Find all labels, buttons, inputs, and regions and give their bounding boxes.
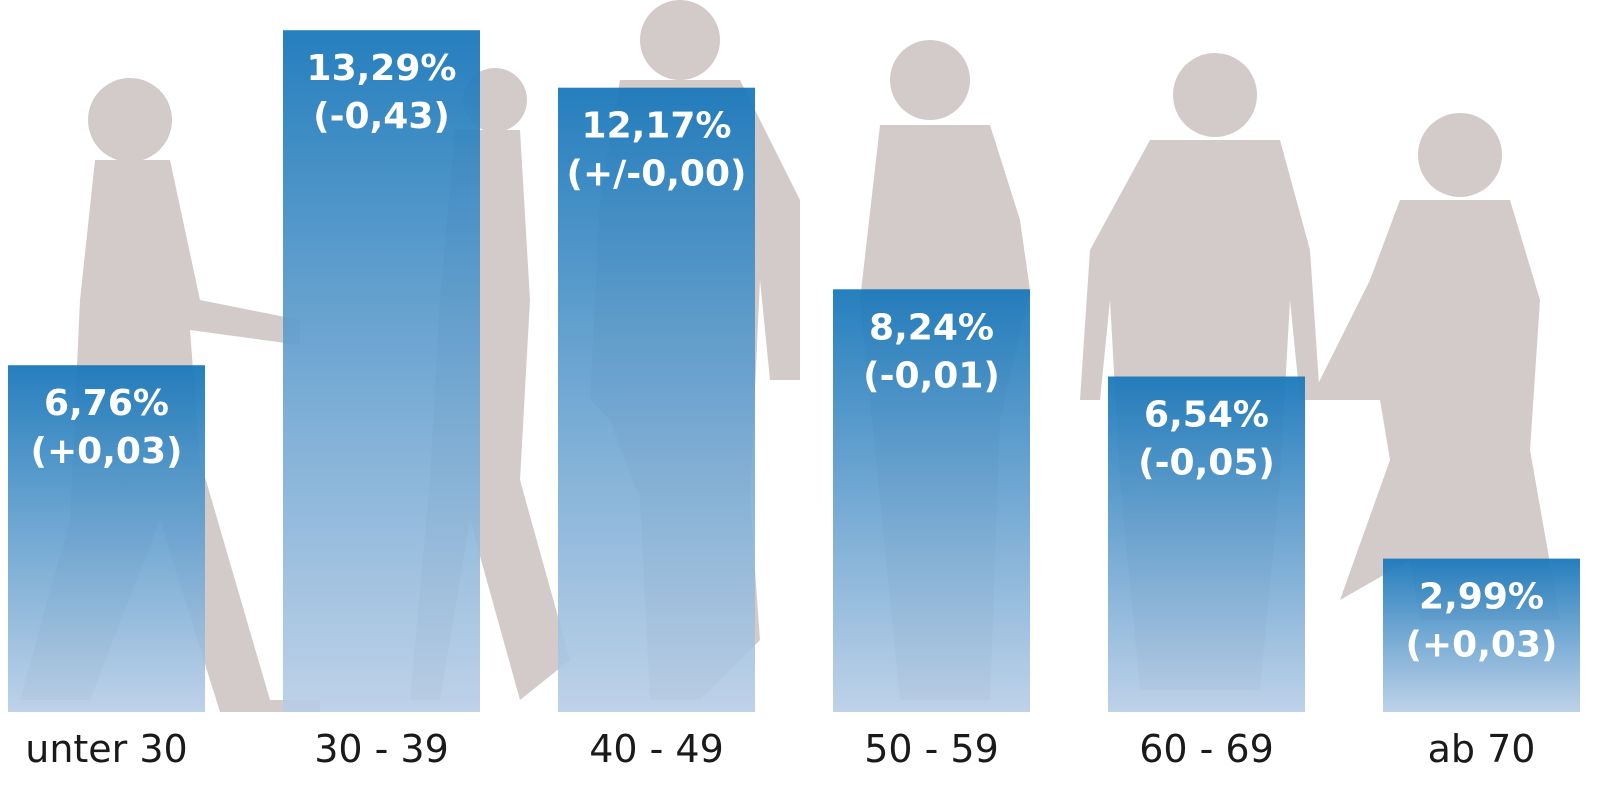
change-label: (-0,01) bbox=[863, 355, 1000, 396]
x-tick-label: 40 - 49 bbox=[589, 727, 724, 771]
value-label: 2,99% bbox=[1419, 577, 1544, 618]
change-label: (-0,05) bbox=[1138, 442, 1275, 483]
change-label: (-0,43) bbox=[313, 96, 450, 137]
change-label: (+/-0,00) bbox=[567, 154, 747, 195]
bar bbox=[558, 87, 755, 712]
value-label: 12,17% bbox=[582, 106, 732, 147]
bar bbox=[833, 289, 1030, 712]
value-label: 6,76% bbox=[44, 383, 169, 424]
value-label: 6,54% bbox=[1144, 394, 1269, 435]
x-tick-label: 30 - 39 bbox=[314, 727, 449, 771]
bar bbox=[8, 365, 205, 712]
value-label: 8,24% bbox=[869, 307, 994, 348]
silhouettes bbox=[20, 0, 1560, 712]
x-tick-label: unter 30 bbox=[25, 727, 188, 771]
change-label: (+0,03) bbox=[1406, 625, 1558, 666]
x-tick-label: 50 - 59 bbox=[864, 727, 999, 771]
bar bbox=[1383, 558, 1580, 712]
bar bbox=[1108, 376, 1305, 712]
x-tick-label: 60 - 69 bbox=[1139, 727, 1274, 771]
bars: 6,76% (+0,03) 13,29% (-0,43) 12,17% (+/-0,00)… bbox=[8, 30, 1580, 712]
value-label: 13,29% bbox=[307, 48, 457, 89]
bar bbox=[283, 30, 480, 712]
change-label: (+0,03) bbox=[31, 431, 183, 472]
x-tick-label: ab 70 bbox=[1428, 727, 1536, 771]
